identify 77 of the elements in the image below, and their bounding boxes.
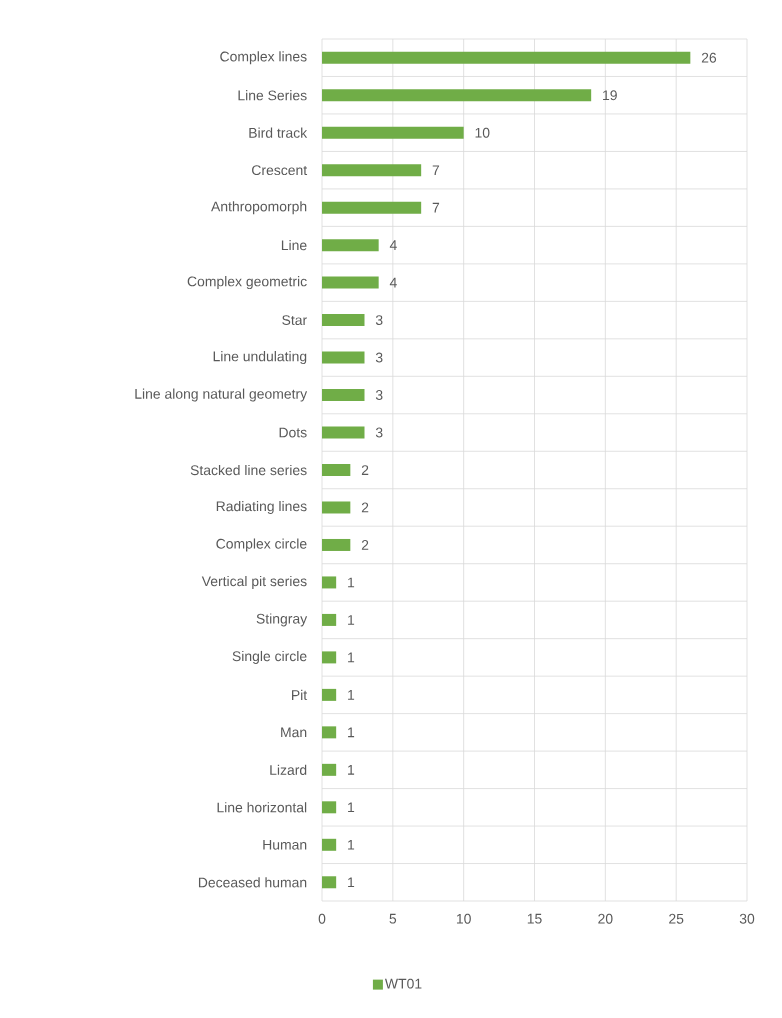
data-label: 19 [603, 90, 617, 101]
y-tick-label: Single circle [232, 650, 307, 664]
bar [322, 126, 464, 139]
x-tick-label: 25 [669, 913, 684, 924]
y-tick-label: Bird track [249, 127, 308, 138]
y-tick-label: Human [263, 839, 307, 850]
data-label: 7 [432, 165, 440, 175]
data-label: 1 [348, 690, 355, 700]
y-tick-label: Line along natural geometry [135, 388, 308, 402]
bar [322, 538, 351, 551]
data-label: 10 [475, 127, 490, 138]
y-tick-label: Crescent [252, 165, 308, 176]
bar [322, 276, 379, 289]
data-label: 4 [389, 277, 397, 288]
bar [322, 726, 337, 739]
data-label: 2 [361, 540, 369, 550]
data-label: 2 [361, 502, 369, 513]
data-label: 7 [432, 202, 440, 213]
data-label: 1 [348, 727, 355, 738]
bar [322, 613, 337, 626]
data-label: 2 [361, 465, 369, 475]
y-tick-label: Anthropomorph [211, 201, 307, 215]
data-label: 1 [348, 877, 355, 888]
y-tick-label: Complex lines [220, 51, 307, 65]
bar [322, 576, 337, 589]
bar [322, 801, 337, 814]
bar [322, 501, 351, 514]
x-tick-label: 5 [389, 913, 397, 924]
data-label: 1 [348, 765, 355, 775]
legend-label: WT01 [384, 978, 422, 989]
data-label: 3 [375, 352, 383, 363]
data-label: 1 [348, 840, 355, 850]
x-tick-label: 0 [318, 913, 326, 924]
bar [322, 688, 337, 701]
bar [322, 201, 422, 214]
data-label: 1 [348, 577, 355, 588]
data-label: 4 [389, 240, 397, 250]
x-tick-label: 15 [527, 913, 542, 924]
data-label: 1 [348, 652, 355, 663]
bar [322, 89, 592, 102]
bar [322, 464, 351, 477]
y-tick-label: Star [282, 315, 307, 326]
bar [322, 651, 337, 664]
bar [322, 314, 365, 327]
y-tick-label: Radiating lines [216, 500, 307, 514]
y-tick-label: Line Series [238, 90, 307, 101]
y-tick-label: Line horizontal [217, 802, 307, 813]
y-tick-label: Complex circle [216, 538, 307, 552]
bar [322, 51, 691, 64]
y-tick-label: Line [281, 240, 307, 251]
data-label: 3 [375, 390, 383, 400]
y-tick-label: Man [281, 727, 307, 738]
data-label: 3 [375, 427, 383, 438]
bar [322, 838, 337, 851]
data-label: 26 [701, 52, 717, 63]
x-tick-label: 10 [456, 913, 471, 924]
data-label: 1 [348, 802, 355, 813]
bar [322, 426, 365, 439]
y-tick-label: Complex geometric [187, 276, 307, 290]
bar [322, 239, 379, 252]
y-tick-label: Deceased human [198, 877, 307, 888]
data-label: 3 [375, 315, 383, 326]
y-tick-label: Lizard [270, 764, 307, 775]
y-tick-label: Stingray [256, 613, 308, 627]
data-label: 1 [348, 615, 355, 625]
bar [322, 164, 422, 177]
y-tick-label: Line undulating [213, 351, 307, 365]
y-tick-label: Dots [279, 427, 307, 438]
y-tick-label: Stacked line series [190, 464, 307, 476]
bar [322, 763, 337, 776]
x-tick-label: 30 [739, 913, 755, 924]
bar [322, 389, 365, 402]
x-tick-label: 20 [598, 913, 613, 924]
bar [322, 876, 337, 889]
bar [322, 351, 365, 364]
y-tick-label: Vertical pit series [201, 575, 307, 589]
y-tick-label: Pit [292, 689, 308, 700]
